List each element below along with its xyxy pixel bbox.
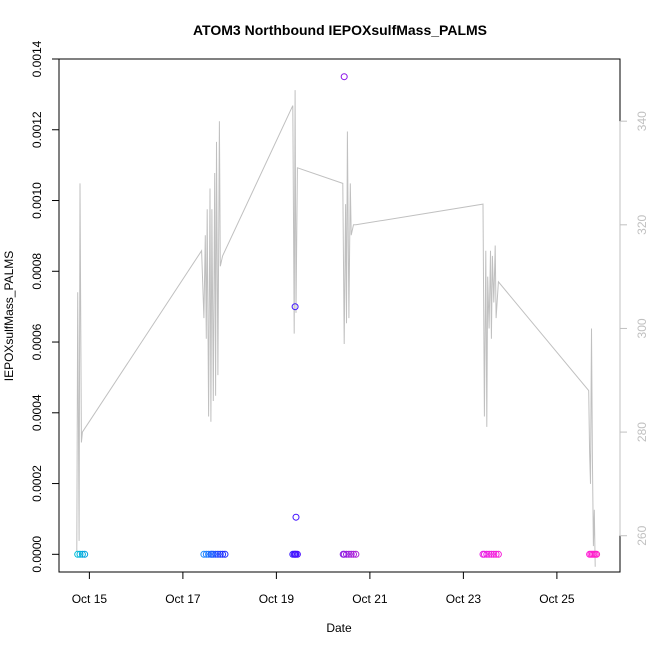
data-point xyxy=(352,550,360,558)
y-axis-right: 260 280 300 320 340 xyxy=(619,111,649,546)
x-tick-label: Oct 19 xyxy=(259,592,295,606)
y2-tick-label: 340 xyxy=(635,111,649,131)
right-axis-line-series xyxy=(76,90,596,567)
y-axis-left: 0.0000 0.0002 0.0004 0.0006 0.0008 0.0010 0.00… xyxy=(30,40,60,573)
data-point xyxy=(485,550,493,558)
x-tick-label: Oct 17 xyxy=(165,592,201,606)
data-point xyxy=(345,550,353,558)
data-point xyxy=(214,550,222,558)
data-point xyxy=(78,550,86,558)
data-point xyxy=(291,303,299,311)
scatter-series xyxy=(74,73,601,558)
data-point xyxy=(292,513,300,521)
y-tick-label: 0.0014 xyxy=(30,40,44,77)
y2-tick-label: 260 xyxy=(635,525,649,545)
y-tick-label: 0.0004 xyxy=(30,394,44,431)
data-point xyxy=(221,550,229,558)
data-point xyxy=(490,550,498,558)
data-point xyxy=(205,550,213,558)
data-point xyxy=(487,550,495,558)
y2-tick-label: 280 xyxy=(635,422,649,442)
data-point xyxy=(200,550,208,558)
y-tick-label: 0.0002 xyxy=(30,465,44,502)
y-tick-label: 0.0008 xyxy=(30,253,44,290)
data-point xyxy=(212,550,220,558)
x-axis-label: Date xyxy=(326,621,352,635)
y-tick-label: 0.0006 xyxy=(30,323,44,360)
data-point xyxy=(219,550,227,558)
data-point xyxy=(293,550,301,558)
data-point xyxy=(343,550,350,558)
plot-frame xyxy=(58,58,621,573)
data-point xyxy=(209,550,217,558)
data-point xyxy=(76,550,84,558)
y2-tick-label: 320 xyxy=(635,214,649,234)
y-tick-label: 0.0000 xyxy=(30,536,44,573)
x-tick-label: Oct 15 xyxy=(72,592,108,606)
data-point xyxy=(340,550,348,558)
data-point xyxy=(74,550,82,558)
data-point xyxy=(593,550,601,558)
y-tick-label: 0.0010 xyxy=(30,182,44,219)
data-point xyxy=(480,550,488,558)
x-tick-label: Oct 25 xyxy=(539,592,575,606)
x-axis: Oct 15 Oct 17 Oct 19 Oct 21 Oct 23 Oct 25 xyxy=(72,571,575,606)
x-tick-label: Oct 21 xyxy=(352,592,388,606)
data-point xyxy=(340,73,348,81)
series-line xyxy=(76,90,596,567)
data-point xyxy=(347,550,355,558)
data-point xyxy=(483,550,491,558)
data-point xyxy=(216,550,224,558)
data-point xyxy=(350,550,357,558)
y2-tick-label: 300 xyxy=(635,318,649,338)
data-point xyxy=(492,550,500,558)
x-tick-label: Oct 23 xyxy=(446,592,482,606)
data-point xyxy=(494,550,502,558)
y-axis-label: IEPOXsulfMass_PALMS xyxy=(2,251,16,382)
data-point xyxy=(81,550,89,558)
chart-title: ATOM3 Northbound IEPOXsulfMass_PALMS xyxy=(193,22,487,38)
y-tick-label: 0.0012 xyxy=(30,111,44,148)
